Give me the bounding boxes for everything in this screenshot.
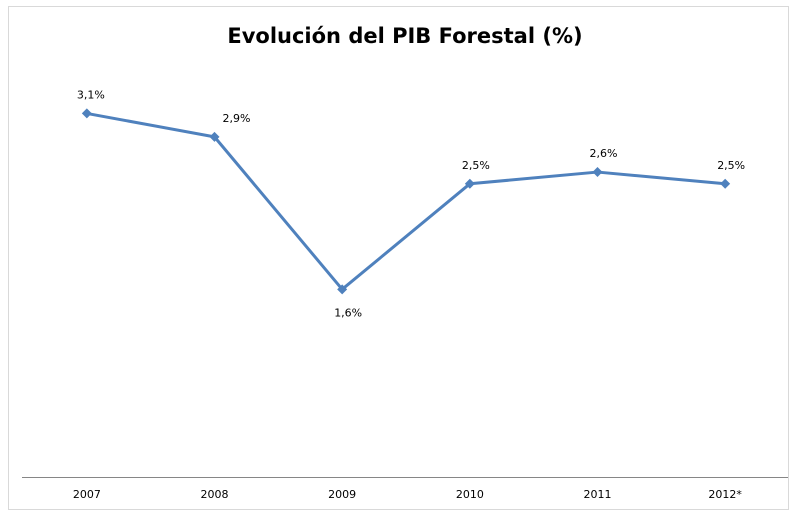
x-tick-label: 2009: [328, 488, 356, 501]
chart-title: Evolución del PIB Forestal (%): [227, 24, 582, 48]
x-tick-label: 2010: [456, 488, 484, 501]
data-label: 2,5%: [717, 159, 745, 172]
x-tick-label: 2011: [584, 488, 612, 501]
marker: [464, 178, 475, 189]
line: [86, 111, 726, 291]
marker: [720, 178, 731, 189]
x-tick-label: 2012*: [708, 488, 742, 501]
chart-border: [8, 6, 789, 510]
data-label: 2,6%: [590, 147, 618, 160]
data-label: 2,5%: [462, 159, 490, 172]
data-label: 2,9%: [223, 112, 251, 125]
data-label: 1,6%: [334, 306, 362, 319]
marker: [337, 284, 348, 295]
marker: [81, 108, 92, 119]
x-tick-label: 2008: [201, 488, 229, 501]
marker: [209, 131, 220, 142]
marker: [592, 167, 603, 178]
x-tick-label: 2007: [73, 488, 101, 501]
data-label: 3,1%: [77, 88, 105, 101]
